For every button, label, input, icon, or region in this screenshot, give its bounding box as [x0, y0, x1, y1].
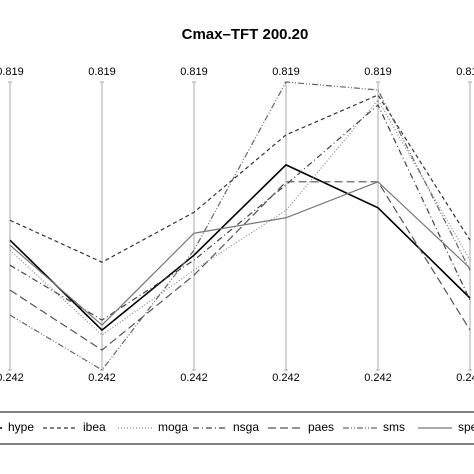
legend-label: paes: [308, 420, 334, 434]
axis-tick-label: 0.819: [456, 66, 474, 78]
axis-tick-label: 0.819: [0, 66, 24, 78]
series-line: [9, 181, 471, 351]
legend-label: hype: [8, 420, 34, 434]
series-line: [9, 181, 471, 326]
axis-tick-label: 0.819: [364, 66, 392, 78]
legend-label: sms: [383, 420, 405, 434]
axis-tick-label: 0.242: [364, 372, 392, 384]
axis-tick-label: 0.242: [272, 372, 300, 384]
axis-tick-label: 0.242: [180, 372, 208, 384]
axis-tick-label: 0.819: [88, 66, 116, 78]
legend-label: ibea: [83, 420, 106, 434]
series-line: [9, 81, 471, 371]
axis-tick-label: 0.242: [0, 372, 24, 384]
legend-box: [0, 411, 474, 445]
series-line: [9, 163, 471, 332]
axis-tick-label: 0.819: [272, 66, 300, 78]
legend-label: spea2: [458, 420, 474, 434]
series-line: [9, 103, 471, 321]
legend-label: nsga: [233, 420, 259, 434]
axis-tick-label: 0.242: [456, 372, 474, 384]
axis-tick-label: 0.242: [88, 372, 116, 384]
chart-title: Cmax–TFT 200.20: [182, 26, 309, 43]
series-line: [9, 94, 471, 263]
axis-tick-label: 0.819: [180, 66, 208, 78]
legend-label: moga: [158, 420, 188, 434]
